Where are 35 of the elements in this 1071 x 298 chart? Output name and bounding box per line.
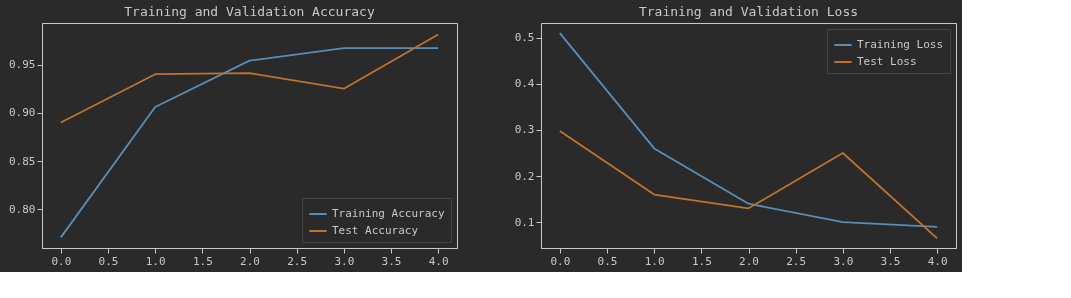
y-tick-label: 0.3 [514,123,535,137]
legend-label: Test Accuracy [332,224,419,237]
y-tick-label: 0.90 [9,106,36,120]
line-series [558,129,939,240]
y-tick-label: 0.85 [9,154,36,168]
chart-title: Training and Validation Loss [638,4,859,19]
x-tick-label: 4.0 [428,254,449,268]
y-tick-label: 0.2 [514,169,535,183]
x-tick-label: 0.0 [550,254,571,268]
x-tick-label: 3.5 [880,254,901,268]
x-tick-label: 3.5 [381,254,402,268]
x-tick-label: 2.5 [287,254,308,268]
y-tick-label: 0.4 [514,77,535,91]
x-tick-label: 4.0 [927,254,948,268]
x-tick-label: 3.0 [334,254,355,268]
y-tick-label: 0.80 [9,202,36,216]
x-tick-label: 2.0 [739,254,759,268]
x-tick-label: 0.0 [51,254,72,268]
x-tick-label: 1.0 [145,254,166,268]
y-tick-label: 0.5 [514,31,535,45]
legend-label: Training Accuracy [332,207,445,220]
legend-label: Training Loss [857,38,944,51]
x-tick-label: 2.0 [240,254,260,268]
line-series [59,33,440,124]
x-tick-label: 2.5 [786,254,807,268]
legend-label: Test Loss [857,55,917,68]
y-tick-label: 0.95 [9,58,36,72]
x-tick-label: 3.0 [833,254,854,268]
x-tick-label: 1.0 [644,254,665,268]
x-tick-label: 1.5 [192,254,213,268]
x-tick-label: 1.5 [691,254,712,268]
x-tick-label: 0.5 [98,254,119,268]
y-tick-label: 0.1 [514,215,535,229]
x-tick-label: 0.5 [597,254,618,268]
chart-title: Training and Validation Accuracy [124,4,375,19]
